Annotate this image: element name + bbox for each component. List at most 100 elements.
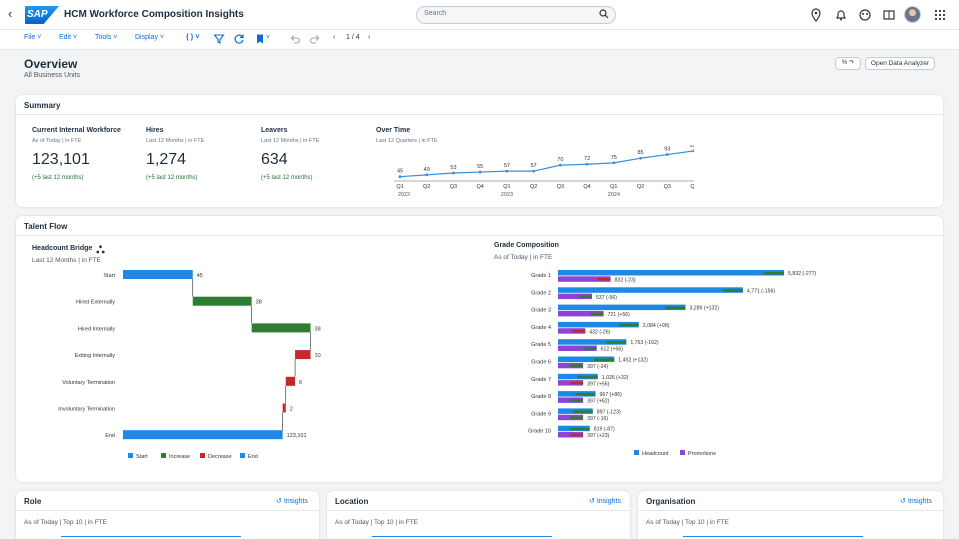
headcount-bar	[558, 270, 784, 276]
headcount-change-marker	[594, 358, 615, 361]
headcount-label: 897 (-123)	[597, 409, 621, 415]
open-data-analyzer-button[interactable]: Open Data Analyzer	[865, 57, 935, 70]
promotions-label: 397 (+62)	[587, 399, 610, 405]
summary-title: Summary	[24, 101, 61, 110]
promotions-label: 612 (+56)	[601, 347, 624, 353]
headcount-label: 1,026 (+32)	[602, 375, 629, 381]
data-label: 57	[531, 163, 537, 169]
edit-menu[interactable]: Edit ˅	[59, 34, 78, 41]
headcount-label: 819 (-87)	[594, 427, 615, 433]
bookmark-dropdown-icon[interactable]: ˅	[266, 34, 271, 41]
headcount-change-marker	[722, 289, 743, 292]
prev-page-icon[interactable]: ‹	[333, 34, 336, 41]
toolbar: File ˅ Edit ˅ Tools ˅ Display ˅ { } ˅ ˅ …	[0, 30, 959, 50]
data-label: 93	[664, 147, 670, 153]
page-subtitle: All Business Units	[24, 72, 81, 79]
bar	[251, 323, 311, 333]
data-label: 10	[315, 353, 321, 359]
headcount-change-marker	[577, 375, 598, 379]
display-menu[interactable]: Display ˅	[135, 34, 164, 41]
file-menu[interactable]: File ˅	[24, 34, 42, 41]
kpi-workforce-delta: (+5 last 12 months)	[32, 175, 84, 181]
data-label: 70	[557, 157, 563, 163]
divider	[638, 510, 943, 511]
location-pin-icon[interactable]	[809, 8, 823, 22]
location-insights-link[interactable]: ↺ Insights	[589, 497, 621, 505]
promotions-change-marker	[570, 399, 584, 402]
headcount-label: 967 (+86)	[599, 392, 622, 398]
role-title: Role	[24, 497, 42, 506]
file-menu-label: File	[24, 34, 36, 41]
year-label: 2023	[501, 192, 513, 198]
x-tick-label: Q1	[396, 184, 403, 190]
headcount-bar	[558, 356, 615, 362]
category-label: Grade 2	[531, 290, 551, 296]
refresh-icon[interactable]	[233, 33, 245, 45]
location-sub: As of Today | Top 10 | in FTE	[335, 519, 418, 526]
tools-menu[interactable]: Tools ˅	[95, 34, 118, 41]
undo-icon[interactable]	[289, 33, 301, 45]
kpi-leavers-delta: (+5 last 12 months)	[261, 175, 313, 181]
x-tick-label: Q4	[477, 184, 484, 190]
tools-menu-label: Tools	[95, 34, 112, 41]
headcount-label: 1,763 (-162)	[630, 340, 659, 346]
headcount-change-marker	[569, 427, 590, 431]
legend-swatch	[680, 450, 685, 455]
user-avatar[interactable]	[904, 6, 921, 23]
legend-label: Decrease	[208, 454, 232, 460]
role-insights-link[interactable]: ↺ Insights	[276, 497, 308, 505]
category-label: Grade 3	[531, 308, 551, 314]
location-insights-label: Insights	[596, 498, 621, 505]
bar	[285, 376, 296, 386]
grade-composition-sub: As of Today | in FTE	[494, 254, 553, 261]
data-label: 53	[450, 165, 456, 171]
category-label: Exiting Internally	[75, 353, 116, 359]
headcount-label: 4,771 (-156)	[747, 288, 776, 294]
kpi-leavers-label: Leavers	[261, 127, 288, 134]
organisation-title: Organisation	[646, 497, 696, 506]
apps-grid-icon[interactable]	[933, 8, 947, 22]
category-label: Grade 9	[531, 411, 551, 417]
headcount-bar	[558, 321, 639, 328]
headcount-label: 1,452 (+132)	[618, 358, 648, 364]
data-label: 38	[315, 326, 321, 332]
hierarchy-icon[interactable]	[96, 245, 105, 254]
legend-label: End	[248, 454, 258, 460]
insights-icon: ↺	[589, 498, 595, 505]
category-label: End	[105, 433, 115, 439]
next-page-icon[interactable]: ›	[368, 34, 371, 41]
promotions-label: 397 (+23)	[587, 433, 610, 439]
percent-toggle-button[interactable]: % ↷	[835, 57, 861, 70]
headcount-change-marker	[606, 341, 627, 344]
back-icon[interactable]: ‹	[8, 6, 13, 21]
year-label: 2024	[608, 192, 620, 198]
data-label: 75	[611, 155, 617, 161]
promotions-change-marker	[597, 278, 611, 281]
organisation-insights-link[interactable]: ↺ Insights	[900, 497, 932, 505]
role-card: Role ↺ Insights As of Today | Top 10 | i…	[16, 491, 319, 539]
data-point	[612, 161, 616, 165]
legend-swatch	[128, 453, 133, 458]
sap-logo[interactable]: SAP	[25, 6, 59, 24]
redo-icon[interactable]	[309, 33, 321, 45]
assistant-icon[interactable]	[858, 8, 872, 22]
x-tick-label: Q3	[557, 184, 564, 190]
notes-icon[interactable]	[882, 8, 896, 22]
promotions-bar	[558, 293, 592, 300]
kpi-workforce-value: 123,101	[32, 151, 90, 168]
search-icon[interactable]	[599, 9, 609, 19]
bookmark-icon[interactable]	[254, 33, 266, 45]
bar	[123, 270, 193, 279]
data-label: 45	[197, 273, 203, 279]
headcount-change-marker	[572, 410, 593, 413]
bell-icon[interactable]	[834, 8, 848, 22]
headcount-label: 2,084 (+98)	[643, 323, 670, 329]
variable-icon[interactable]: { } ˅	[186, 34, 200, 41]
promotions-label: 432 (-26)	[589, 329, 610, 335]
promotions-change-marker	[570, 416, 584, 419]
data-label: 72	[584, 156, 590, 162]
grade-composition-title: Grade Composition	[494, 242, 559, 249]
search-input[interactable]: Search	[416, 6, 616, 24]
headcount-bar	[558, 287, 743, 293]
filter-icon[interactable]	[213, 33, 225, 45]
